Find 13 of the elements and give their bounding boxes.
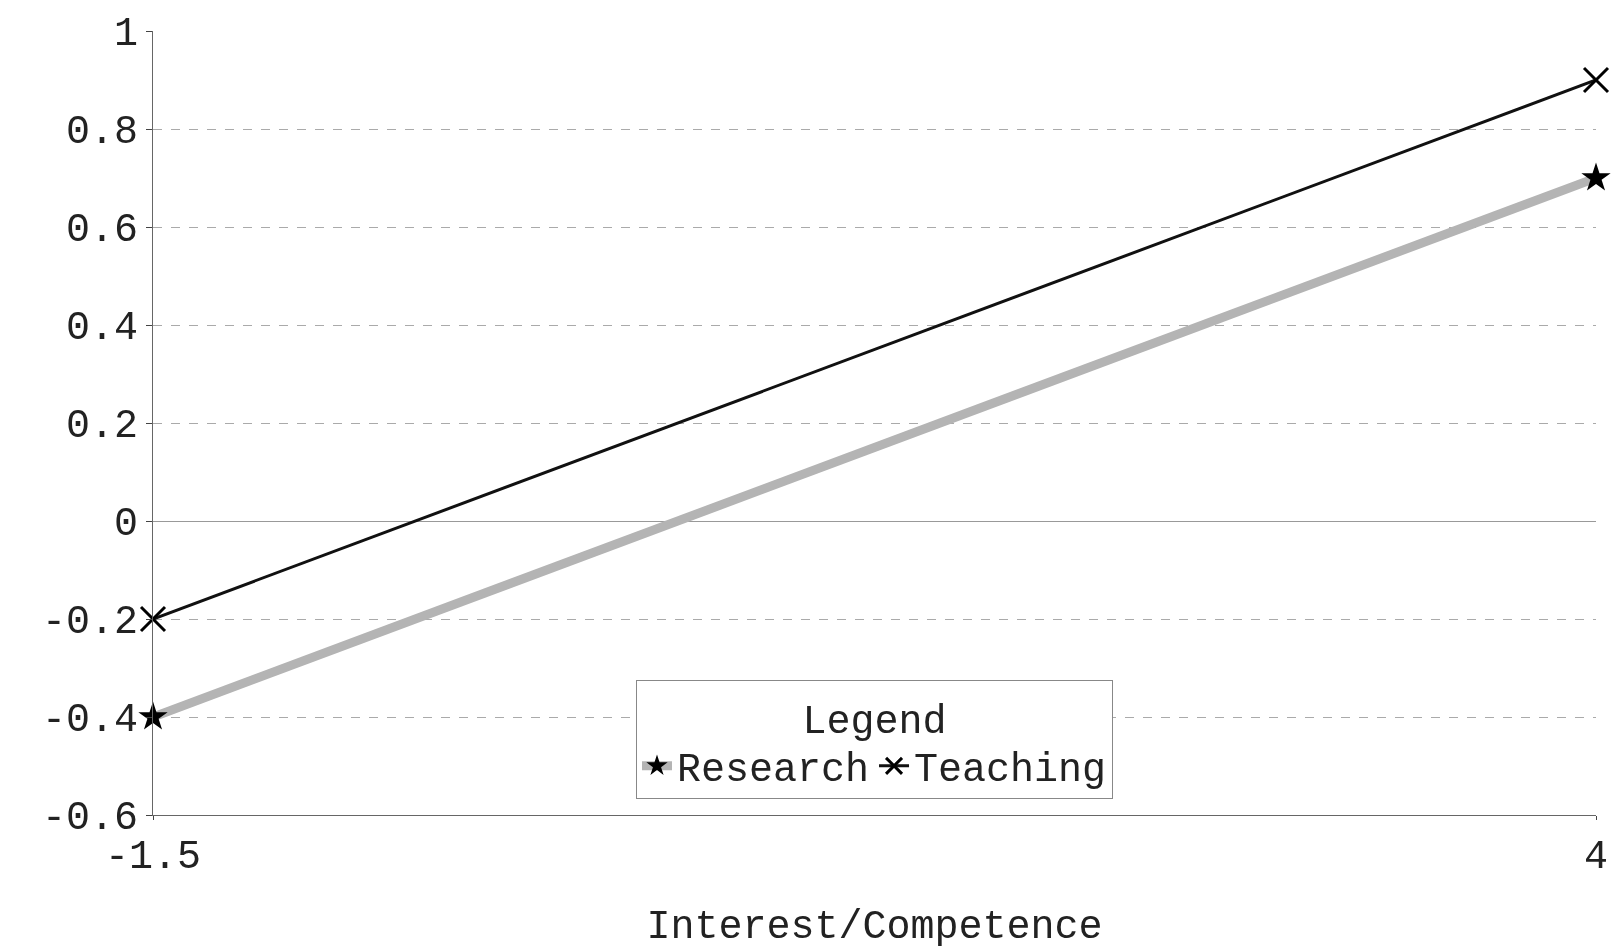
x-tick-label: 4 [1583, 835, 1609, 880]
y-tick-label: 0.8 [65, 110, 138, 155]
y-tick-label: 0 [113, 502, 138, 547]
y-tick-label: 1 [113, 12, 138, 57]
legend-label: Research [677, 748, 870, 794]
y-tick-label: -0.4 [41, 698, 138, 743]
legend-label: Teaching [914, 748, 1107, 794]
legend-title: Legend [802, 700, 947, 746]
x-axis-title: Interest/Competence [646, 904, 1103, 950]
y-tick-label: 0.6 [65, 208, 138, 253]
y-tick-label: -0.2 [41, 600, 138, 645]
y-tick-label: 0.4 [65, 306, 138, 351]
y-tick-label: 0.2 [65, 404, 138, 449]
